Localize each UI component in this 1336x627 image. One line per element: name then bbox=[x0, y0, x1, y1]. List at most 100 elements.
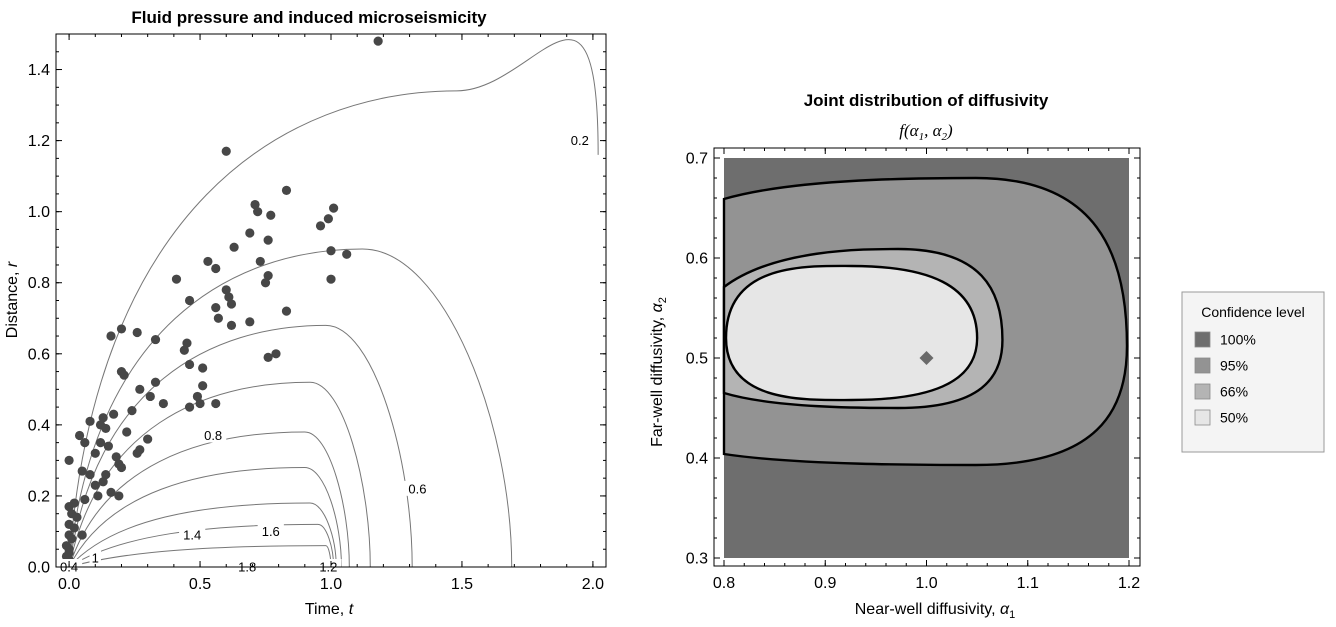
contour-label-bg bbox=[404, 480, 431, 496]
data-point bbox=[132, 327, 142, 338]
data-point bbox=[229, 242, 239, 252]
contour-label: 1.6 bbox=[262, 524, 280, 539]
y-tick-label: 0.6 bbox=[28, 346, 50, 363]
left-x-axis-var: t bbox=[349, 601, 354, 618]
contour-label: 1 bbox=[92, 551, 99, 566]
left-contour-labels: 0.20.60.81.4 1.61.8 1.210.4 bbox=[55, 132, 593, 575]
contour-label-bg bbox=[257, 523, 284, 539]
data-point bbox=[211, 398, 221, 409]
x-tick-label: 1.1 bbox=[1017, 575, 1039, 592]
data-point bbox=[64, 501, 74, 512]
data-point bbox=[323, 214, 333, 224]
x-tick-label: 1.5 bbox=[451, 576, 473, 593]
data-point bbox=[77, 530, 87, 540]
data-point bbox=[198, 363, 208, 373]
data-point bbox=[80, 438, 90, 448]
contour-line bbox=[68, 39, 599, 568]
data-point bbox=[253, 207, 263, 217]
data-point bbox=[184, 295, 195, 306]
y-tick-label: 0.6 bbox=[686, 251, 708, 268]
data-point bbox=[93, 491, 103, 501]
data-point bbox=[326, 246, 336, 256]
data-point bbox=[182, 338, 192, 348]
data-point bbox=[266, 210, 276, 220]
left-x-axis-label: Time, t bbox=[305, 601, 354, 618]
contour-line bbox=[68, 523, 335, 568]
data-point bbox=[245, 228, 255, 238]
data-point bbox=[260, 278, 271, 288]
marker-diamond bbox=[919, 351, 934, 365]
y-tick-label: 0.7 bbox=[686, 151, 708, 168]
data-point bbox=[203, 256, 213, 267]
x-tick-label: 0.0 bbox=[58, 576, 80, 593]
data-point bbox=[64, 455, 74, 465]
right-y-axis-label: Far-well diffusivity, α2 bbox=[649, 297, 669, 447]
data-point bbox=[281, 306, 292, 316]
data-point bbox=[198, 381, 208, 391]
data-point bbox=[315, 221, 326, 231]
contour-label: 0.8 bbox=[204, 428, 222, 443]
data-point bbox=[226, 299, 237, 309]
legend-title: Confidence level bbox=[1201, 304, 1305, 320]
y-tick-label: 0.4 bbox=[686, 451, 708, 468]
contour-label: 0.2 bbox=[571, 133, 589, 148]
data-point bbox=[74, 430, 85, 441]
data-point bbox=[326, 274, 336, 284]
legend-swatch bbox=[1194, 409, 1211, 426]
contour-label-bg bbox=[89, 550, 101, 566]
data-point bbox=[263, 352, 273, 362]
data-point bbox=[250, 199, 260, 210]
y-tick-label: 0.8 bbox=[28, 275, 50, 292]
data-point bbox=[158, 398, 168, 409]
x-tick-label: 1.2 bbox=[1118, 575, 1140, 592]
data-point bbox=[150, 377, 161, 387]
data-point bbox=[116, 324, 127, 334]
data-point bbox=[122, 427, 132, 437]
data-point bbox=[103, 441, 113, 451]
contour-line bbox=[68, 324, 413, 568]
contour-label: 1.4 bbox=[183, 528, 201, 543]
data-point bbox=[179, 345, 189, 355]
legend-swatch bbox=[1194, 331, 1211, 348]
right-x-axis-var: α bbox=[1000, 601, 1010, 618]
left-chart: Fluid pressure and induced microseismici… bbox=[4, 8, 607, 618]
right-ticks: 0.8 0.9 1.0 1.1 1.2 0.3 0.4 0.5 0.6 0.7 bbox=[686, 148, 1140, 592]
data-point bbox=[90, 480, 100, 490]
data-point bbox=[213, 313, 223, 323]
data-point bbox=[221, 285, 231, 295]
contour-line bbox=[68, 502, 337, 568]
left-chart-title: Fluid pressure and induced microseismici… bbox=[131, 8, 487, 27]
right-x-axis-label: Near-well diffusivity, α1 bbox=[855, 601, 1015, 621]
contour-label-bg bbox=[566, 132, 593, 148]
data-point bbox=[184, 359, 195, 370]
y-tick-label: 1.4 bbox=[28, 62, 50, 79]
data-point bbox=[101, 423, 111, 434]
right-chart: Joint distribution of diffusivity f(α1, … bbox=[649, 91, 1141, 621]
data-point bbox=[85, 416, 95, 426]
legend: Confidence level 100% 95% 66% 50% bbox=[1181, 291, 1325, 453]
contour-label-bg bbox=[200, 427, 227, 443]
y-tick-label: 1.2 bbox=[28, 133, 50, 150]
data-point bbox=[184, 402, 195, 412]
data-point bbox=[145, 391, 155, 402]
data-point bbox=[224, 292, 234, 302]
data-point bbox=[80, 494, 90, 505]
data-point bbox=[245, 317, 255, 327]
left-y-axis-label: Distance, r bbox=[4, 261, 21, 338]
left-contours bbox=[68, 39, 599, 568]
data-point bbox=[72, 512, 82, 522]
contour-line bbox=[68, 545, 332, 568]
data-point bbox=[255, 256, 265, 267]
y-tick-label: 0.4 bbox=[28, 417, 50, 434]
left-ticks: 0.0 0.5 1.0 1.5 2.0 0.0 0.2 0.4 0.6 0.8 1.0 1.2 1.4 bbox=[28, 33, 606, 593]
data-point bbox=[106, 487, 116, 497]
region-50 bbox=[724, 264, 979, 402]
data-point bbox=[373, 36, 383, 46]
data-point bbox=[67, 533, 77, 544]
legend-items: 100% 95% 66% 50% bbox=[1194, 331, 1256, 426]
data-point bbox=[211, 263, 221, 274]
data-point bbox=[127, 406, 137, 416]
data-point bbox=[109, 409, 119, 419]
data-point bbox=[281, 185, 292, 195]
data-point bbox=[263, 235, 273, 245]
